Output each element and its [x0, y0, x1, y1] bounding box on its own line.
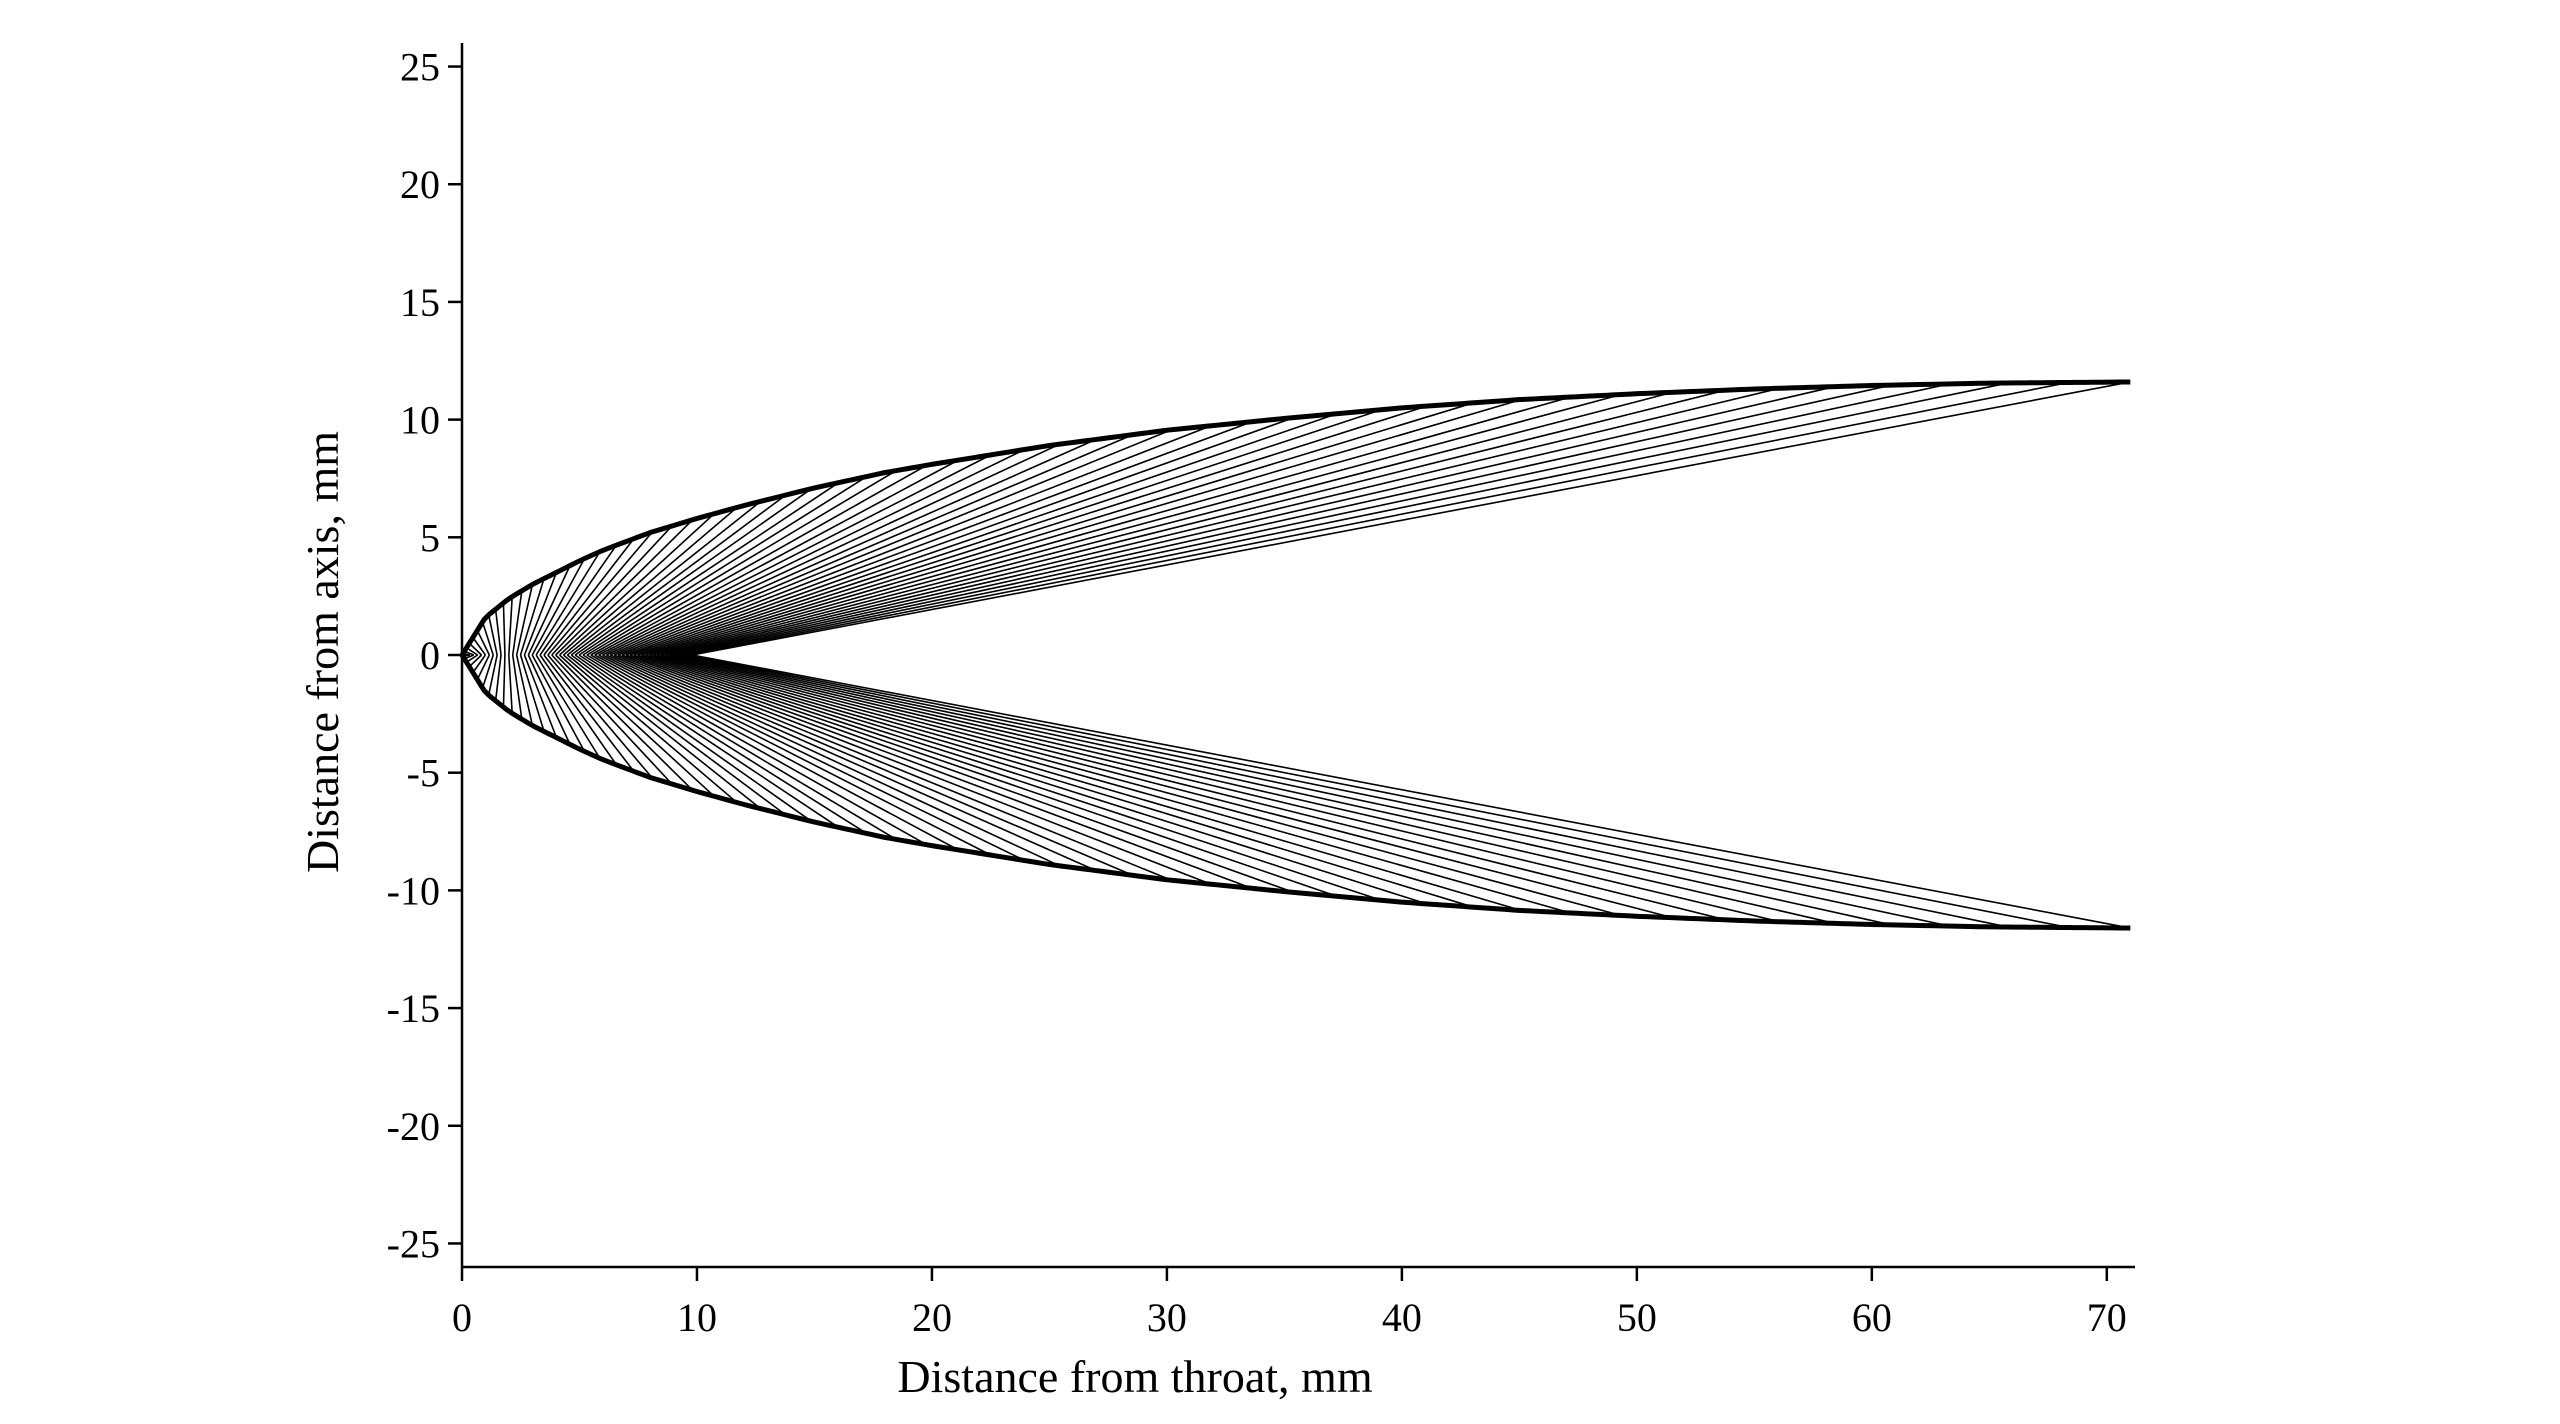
y-tick-label: 15	[400, 280, 440, 325]
lower-characteristic-line	[677, 655, 1892, 925]
upper-characteristic-line	[642, 406, 1427, 655]
y-tick-label: -15	[387, 986, 440, 1031]
x-tick-label: 10	[677, 1295, 717, 1340]
y-tick-label: 25	[400, 45, 440, 90]
lower-characteristic-line	[669, 655, 1780, 922]
lower-characteristic-line	[673, 655, 1835, 923]
lower-characteristic-line	[509, 655, 512, 713]
lower-characteristic-line	[649, 655, 1521, 911]
y-tick-label: -20	[387, 1104, 440, 1149]
lower-characteristic-line	[513, 655, 522, 719]
y-axis-label: Distance from axis, mm	[297, 431, 348, 873]
lower-characteristic-line	[688, 655, 2068, 928]
upper-characteristic-line	[618, 430, 1171, 655]
upper-characteristic-line	[681, 384, 1950, 655]
y-tick-label: 20	[400, 162, 440, 207]
upper-characteristic-line	[673, 387, 1835, 655]
lower-characteristic-line	[634, 655, 1337, 896]
upper-characteristic-line	[669, 388, 1780, 655]
x-tick-label: 50	[1617, 1295, 1657, 1340]
x-tick-label: 70	[2087, 1295, 2127, 1340]
y-tick-label: -25	[387, 1221, 440, 1266]
x-tick-label: 0	[452, 1295, 472, 1340]
lower-characteristic-line	[642, 655, 1427, 904]
x-tick-label: 40	[1382, 1295, 1422, 1340]
y-tick-label: -5	[407, 751, 440, 796]
upper-characteristic-line	[503, 603, 504, 655]
x-tick-label: 20	[912, 1295, 952, 1340]
upper-characteristic-line	[677, 385, 1892, 655]
lower-characteristic-line	[618, 655, 1171, 880]
lower-characteristic-line	[692, 655, 2130, 928]
y-tick-label: 10	[400, 398, 440, 443]
y-tick-label: 5	[420, 515, 440, 560]
x-tick-label: 60	[1852, 1295, 1892, 1340]
lower-characteristic-line	[489, 655, 497, 695]
upper-characteristic-line	[649, 400, 1521, 656]
x-axis-label: Distance from throat, mm	[897, 1351, 1372, 1402]
upper-characteristic-line	[692, 382, 2130, 655]
upper-characteristic-line	[513, 591, 522, 655]
wall-contour	[462, 382, 2130, 928]
characteristic-lines	[462, 382, 2130, 928]
y-tick-label: 0	[420, 633, 440, 678]
upper-characteristic-line	[634, 414, 1337, 655]
lower-characteristic-line	[681, 655, 1950, 926]
upper-characteristic-line	[509, 597, 512, 655]
x-tick-label: 30	[1147, 1295, 1187, 1340]
y-tick-label: -10	[387, 868, 440, 913]
lower-characteristic-line	[503, 655, 504, 707]
upper-characteristic-line	[489, 615, 497, 655]
upper-characteristic-line	[688, 382, 2068, 655]
